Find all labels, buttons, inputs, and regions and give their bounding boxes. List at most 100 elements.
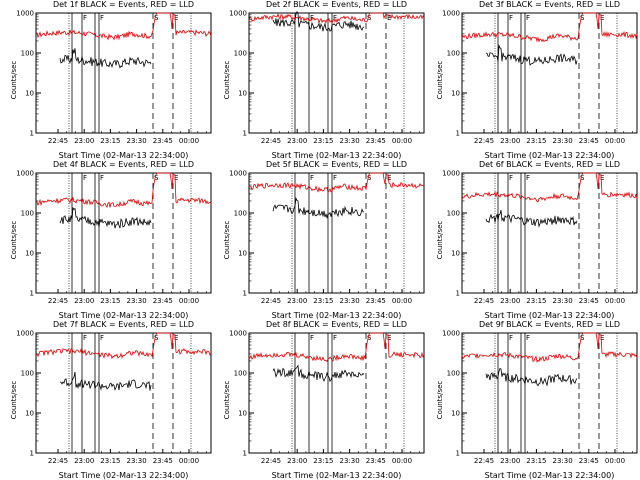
marker-label: S	[580, 14, 585, 22]
x-axis-label: Start Time (02-Mar-13 22:34:00)	[484, 471, 615, 480]
marker-label: F	[100, 174, 104, 182]
plot-area: 1 10 100 1000 22:45 23:00 23:15 23:30 23:45 00:00…	[442, 10, 638, 145]
y-tick-label: 100	[234, 370, 247, 378]
x-tick-label: 23:00	[500, 457, 520, 465]
detector-panel: Det 6f BLACK = Events, RED = LLD Counts/s…	[426, 160, 639, 320]
x-tick-label: 22:45	[48, 457, 68, 465]
y-tick-label: 1000	[16, 170, 34, 178]
panel-title: Det 8f BLACK = Events, RED = LLD	[265, 320, 408, 329]
plot-frame	[248, 12, 425, 134]
x-tick-label: 23:00	[74, 137, 94, 145]
marker-label: S	[154, 334, 159, 342]
x-axis-label: Start Time (02-Mar-13 22:34:00)	[58, 471, 189, 480]
marker-label: F	[333, 14, 337, 22]
y-tick-label: 1000	[16, 330, 34, 338]
marker-label: F	[310, 334, 314, 342]
x-tick-label: 23:30	[553, 457, 573, 465]
marker-label: E	[600, 334, 604, 342]
lld-series-line	[461, 332, 638, 363]
marker-label: E	[600, 14, 604, 22]
panel-title: Det 5f BLACK = Events, RED = LLD	[265, 160, 408, 169]
x-tick-label: 23:15	[100, 457, 120, 465]
y-tick-label: 100	[234, 50, 247, 58]
detector-panel: Det 1f BLACK = Events, RED = LLD Counts/s…	[0, 0, 213, 160]
x-tick-label: 22:45	[48, 137, 68, 145]
detector-panel: Det 2f BLACK = Events, RED = LLD Counts/s…	[213, 0, 426, 160]
plot-frame	[248, 172, 425, 294]
events-series-line	[59, 48, 152, 69]
marker-label: F	[83, 174, 87, 182]
x-tick-label: 23:15	[526, 457, 546, 465]
x-tick-label: 00:00	[392, 137, 412, 145]
x-tick-label: 23:45	[153, 457, 173, 465]
marker-label: F	[526, 14, 530, 22]
events-series-line	[485, 367, 578, 387]
marker-label: S	[154, 14, 159, 22]
y-tick-label: 10	[238, 410, 247, 418]
plot-frame	[461, 12, 638, 134]
detector-panel: Det 3f BLACK = Events, RED = LLD Counts/s…	[426, 0, 639, 160]
x-tick-label: 23:00	[287, 297, 307, 305]
lld-series-line	[35, 172, 212, 209]
detector-panel: Det 5f BLACK = Events, RED = LLD Counts/s…	[213, 160, 426, 320]
plot-frame	[35, 12, 212, 134]
x-axis-label: Start Time (02-Mar-13 22:34:00)	[58, 151, 189, 160]
x-tick-label: 23:00	[287, 137, 307, 145]
detector-panel: Det 8f BLACK = Events, RED = LLD Counts/s…	[213, 320, 426, 480]
x-tick-label: 23:00	[500, 297, 520, 305]
y-tick-label: 10	[451, 250, 460, 258]
x-tick-label: 22:45	[261, 297, 281, 305]
lld-series-line	[35, 12, 212, 41]
x-tick-label: 23:30	[340, 297, 360, 305]
y-tick-label: 100	[234, 210, 247, 218]
x-tick-label: 23:45	[579, 297, 599, 305]
lld-series-line	[248, 172, 425, 194]
plot-area: 1 10 100 1000 22:45 23:00 23:15 23:30 23:45 00:00…	[442, 170, 638, 305]
x-tick-label: 23:45	[366, 297, 386, 305]
x-tick-label: 23:30	[127, 137, 147, 145]
y-tick-label: 100	[21, 50, 34, 58]
x-tick-label: 23:45	[579, 457, 599, 465]
y-tick-label: 1	[243, 450, 247, 458]
lld-series-line	[461, 172, 638, 203]
x-axis-label: Start Time (02-Mar-13 22:34:00)	[271, 471, 402, 480]
marker-label: S	[367, 334, 372, 342]
panel-title: Det 2f BLACK = Events, RED = LLD	[265, 0, 408, 9]
marker-label: F	[100, 14, 104, 22]
x-tick-label: 00:00	[392, 457, 412, 465]
detector-panel: Det 4f BLACK = Events, RED = LLD Counts/s…	[0, 160, 213, 320]
panel-title: Det 4f BLACK = Events, RED = LLD	[52, 160, 195, 169]
lld-series-line	[248, 332, 425, 362]
x-tick-label: 23:00	[74, 457, 94, 465]
plot-area: 1 10 100 1000 22:45 23:00 23:15 23:30 23:45 00:00…	[442, 330, 638, 465]
x-tick-label: 00:00	[605, 297, 625, 305]
x-tick-label: 00:00	[179, 457, 199, 465]
marker-label: E	[387, 174, 391, 182]
x-tick-label: 22:45	[474, 457, 494, 465]
plot-area: 1 10 100 1000 22:45 23:00 23:15 23:30 23:45 00:00…	[16, 10, 212, 145]
y-tick-label: 10	[238, 250, 247, 258]
marker-label: E	[174, 174, 178, 182]
marker-label: F	[100, 334, 104, 342]
marker-label: E	[174, 14, 178, 22]
marker-label: F	[83, 334, 87, 342]
x-axis-label: Start Time (02-Mar-13 22:34:00)	[271, 151, 402, 160]
lld-series-line	[35, 332, 212, 360]
y-tick-label: 1000	[442, 170, 460, 178]
x-tick-label: 23:15	[313, 297, 333, 305]
x-tick-label: 23:15	[100, 137, 120, 145]
x-tick-label: 23:45	[153, 297, 173, 305]
marker-label: E	[174, 334, 178, 342]
y-tick-label: 1000	[229, 10, 247, 18]
plot-frame	[461, 172, 638, 294]
y-tick-label: 1000	[16, 10, 34, 18]
x-tick-label: 00:00	[605, 457, 625, 465]
x-tick-label: 23:45	[366, 457, 386, 465]
events-series-line	[59, 371, 152, 391]
x-tick-label: 23:30	[127, 297, 147, 305]
x-axis-label: Start Time (02-Mar-13 22:34:00)	[484, 151, 615, 160]
x-axis-label: Start Time (02-Mar-13 22:34:00)	[484, 311, 615, 320]
x-tick-label: 23:45	[153, 137, 173, 145]
marker-label: S	[580, 174, 585, 182]
